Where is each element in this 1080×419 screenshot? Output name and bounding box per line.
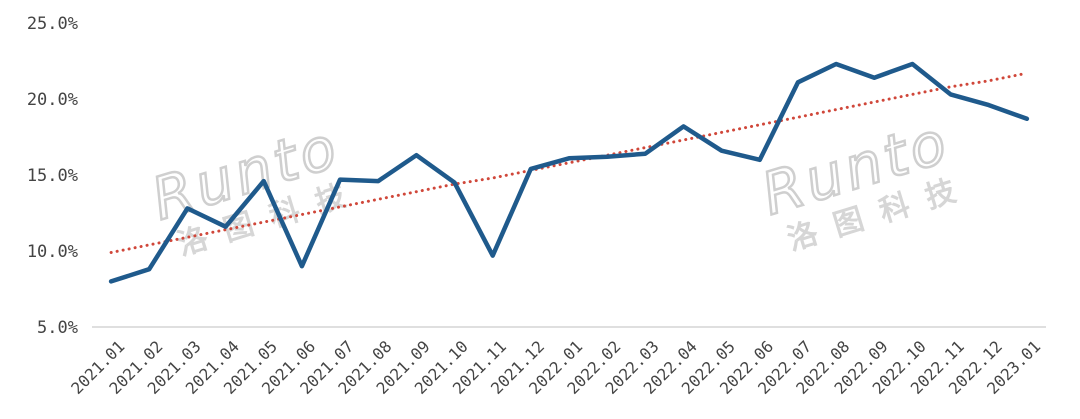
y-tick-label: 15.0% (27, 166, 78, 186)
x-axis-ticks: 2021.012021.022021.032021.042021.052021.… (67, 337, 1044, 398)
y-axis-ticks: 5.0% 10.0% 15.0% 20.0% 25.0% (27, 14, 78, 338)
y-tick-label: 5.0% (37, 318, 78, 338)
watermark-right: Runto 洛图科技 (753, 106, 977, 258)
series-layer (108, 61, 1030, 284)
series-line (108, 61, 1030, 284)
y-tick-label: 10.0% (27, 242, 78, 262)
y-tick-label: 20.0% (27, 90, 78, 110)
watermarks: Runto 洛图科技 Runto 洛图科技 (143, 106, 977, 263)
y-tick-label: 25.0% (27, 14, 78, 34)
